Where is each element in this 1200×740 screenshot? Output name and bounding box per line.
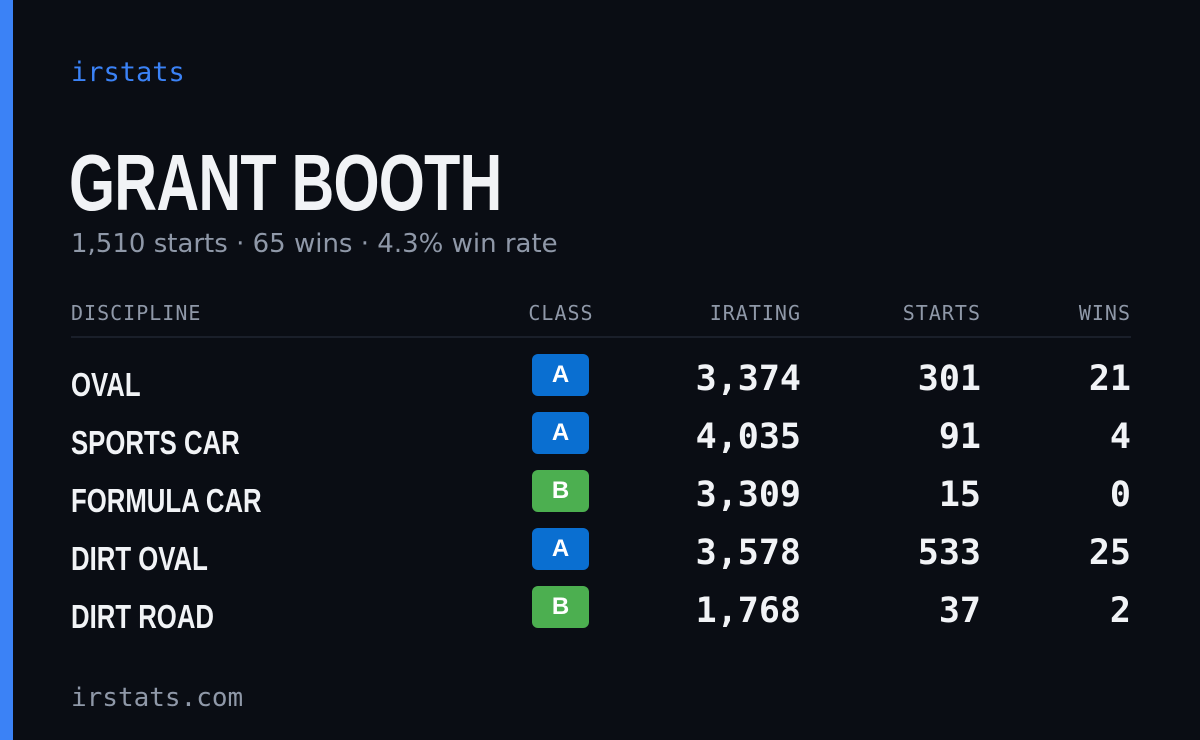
irating-value: 3,374 xyxy=(695,359,801,399)
table-row: OVAL A 3,374 301 21 xyxy=(71,350,1131,408)
wins-value: 21 xyxy=(1088,359,1131,399)
starts-value: 91 xyxy=(938,417,981,457)
starts-value: 15 xyxy=(938,475,981,515)
irating-value: 3,578 xyxy=(695,533,801,573)
summary-separator: · xyxy=(360,229,370,259)
table-row: DIRT OVAL A 3,578 533 25 xyxy=(71,524,1131,582)
table-header: DISCIPLINE CLASS IRATING STARTS WINS xyxy=(71,298,1131,330)
table-row: FORMULA CAR B 3,309 15 0 xyxy=(71,466,1131,524)
driver-name: GRANT BOOTH xyxy=(69,138,502,227)
header-discipline: DISCIPLINE xyxy=(71,301,202,325)
summary-starts: 1,510 starts xyxy=(71,229,228,259)
discipline-table: OVAL A 3,374 301 21 SPORTS CAR A 4,035 9… xyxy=(71,350,1131,640)
class-badge: A xyxy=(532,354,589,396)
wins-value: 2 xyxy=(1109,591,1131,631)
table-row: DIRT ROAD B 1,768 37 2 xyxy=(71,582,1131,640)
table-row: SPORTS CAR A 4,035 91 4 xyxy=(71,408,1131,466)
class-badge: B xyxy=(532,586,589,628)
header-divider xyxy=(71,336,1131,338)
summary-separator: · xyxy=(236,229,245,259)
discipline-name: SPORTS CAR xyxy=(71,424,240,461)
class-badge: A xyxy=(532,528,589,570)
discipline-name: DIRT ROAD xyxy=(71,598,214,635)
brand-logo-text: irstats xyxy=(71,57,185,88)
irating-value: 3,309 xyxy=(695,475,801,515)
wins-value: 25 xyxy=(1088,533,1131,573)
summary-wins: 65 wins xyxy=(252,229,353,259)
wins-value: 0 xyxy=(1109,475,1131,515)
discipline-name: OVAL xyxy=(71,366,141,403)
header-irating: IRATING xyxy=(709,301,801,325)
driver-summary: 1,510 starts · 65 wins · 4.3% win rate xyxy=(71,227,558,261)
class-badge: A xyxy=(532,412,589,454)
header-class: CLASS xyxy=(528,301,594,325)
summary-win-rate: 4.3% win rate xyxy=(377,229,558,259)
class-badge: B xyxy=(532,470,589,512)
wins-value: 4 xyxy=(1109,417,1131,457)
discipline-name: DIRT OVAL xyxy=(71,540,208,577)
accent-bar xyxy=(0,0,13,740)
starts-value: 37 xyxy=(938,591,981,631)
irating-value: 4,035 xyxy=(695,417,801,457)
header-starts: STARTS xyxy=(902,301,981,325)
header-wins: WINS xyxy=(1078,301,1131,325)
starts-value: 533 xyxy=(917,533,981,573)
starts-value: 301 xyxy=(917,359,981,399)
irating-value: 1,768 xyxy=(695,591,801,631)
discipline-name: FORMULA CAR xyxy=(71,482,262,519)
footer-url: irstats.com xyxy=(71,683,244,713)
